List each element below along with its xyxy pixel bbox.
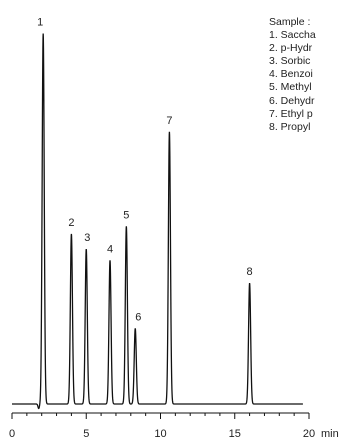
legend-item-3: 3. Sorbic [269,55,311,68]
peak-label-6: 6 [135,311,141,323]
legend-item-4: 4. Benzoi [269,68,313,81]
peak-label-2: 2 [68,217,74,229]
legend-heading: Sample : [269,16,311,28]
x-tick-label: 10 [154,428,166,440]
legend-item-6: 6. Dehydr [269,94,315,107]
peak-label-5: 5 [123,209,129,221]
peak-label-3: 3 [84,232,90,244]
x-axis-label: min [321,428,339,440]
legend-item-5: 5. Methyl [269,81,312,94]
peak-label-4: 4 [107,243,113,255]
legend-item-8: 8. Propyl [269,120,311,133]
x-tick-label: 0 [9,428,15,440]
legend: Sample : 1. Saccha 2. p-Hydr 3. Sorbic 4… [269,16,343,134]
peak-label-8: 8 [247,266,253,278]
peak-label-7: 7 [166,115,172,127]
x-tick-label: 20 [303,428,315,440]
legend-item-7: 7. Ethyl p [269,107,313,120]
legend-item-2: 2. p-Hydr [269,42,313,55]
legend-item-1: 1. Saccha [269,29,316,42]
peak-label-1: 1 [37,17,43,29]
x-tick-label: 15 [229,428,241,440]
x-tick-label: 5 [83,428,89,440]
chromatogram-trace [12,33,303,410]
